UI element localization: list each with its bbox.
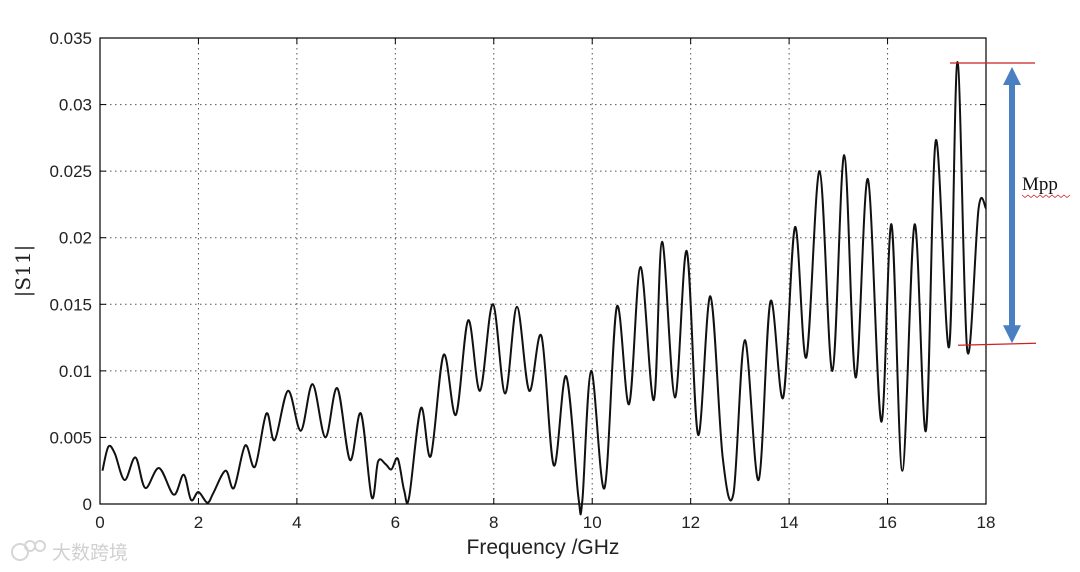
y-axis-ticks: 0 0.005 0.01 0.015 0.02 0.025 0.03 0.035 xyxy=(49,29,986,514)
s11-series-line xyxy=(101,60,987,516)
x-tick-label: 12 xyxy=(681,513,700,532)
watermark-logo-icon xyxy=(11,540,46,561)
y-tick-label: 0 xyxy=(83,495,92,514)
y-tick-label: 0.005 xyxy=(49,428,92,447)
x-tick-label: 8 xyxy=(489,513,498,532)
grid-lines xyxy=(100,38,986,504)
y-tick-label: 0.025 xyxy=(49,162,92,181)
mpp-bottom-marker xyxy=(957,342,1037,346)
watermark-text: 大数跨境 xyxy=(52,542,128,564)
y-tick-label: 0.015 xyxy=(49,295,92,314)
x-tick-label: 18 xyxy=(977,513,996,532)
x-axis-ticks: 0 2 4 6 8 10 12 14 16 18 xyxy=(95,38,995,532)
x-tick-label: 6 xyxy=(391,513,400,532)
plot-area-frame xyxy=(99,37,987,505)
y-axis-label: |S11| xyxy=(11,245,36,298)
mpp-annotation: Mpp xyxy=(950,62,1071,346)
x-axis-label: Frequency /GHz xyxy=(467,536,620,559)
x-tick-label: 10 xyxy=(583,513,602,532)
x-tick-label: 2 xyxy=(194,513,203,532)
y-tick-label: 0.02 xyxy=(59,229,92,248)
y-tick-label: 0.035 xyxy=(49,29,92,48)
watermark: 大数跨境 xyxy=(11,540,128,564)
x-tick-label: 16 xyxy=(878,513,897,532)
mpp-label: Mpp xyxy=(1022,174,1058,195)
y-tick-label: 0.01 xyxy=(59,362,92,381)
x-tick-label: 14 xyxy=(780,513,799,532)
spellcheck-underline xyxy=(1021,194,1071,199)
y-tick-label: 0.03 xyxy=(59,96,92,115)
x-tick-label: 4 xyxy=(292,513,301,532)
x-tick-label: 0 xyxy=(95,513,104,532)
